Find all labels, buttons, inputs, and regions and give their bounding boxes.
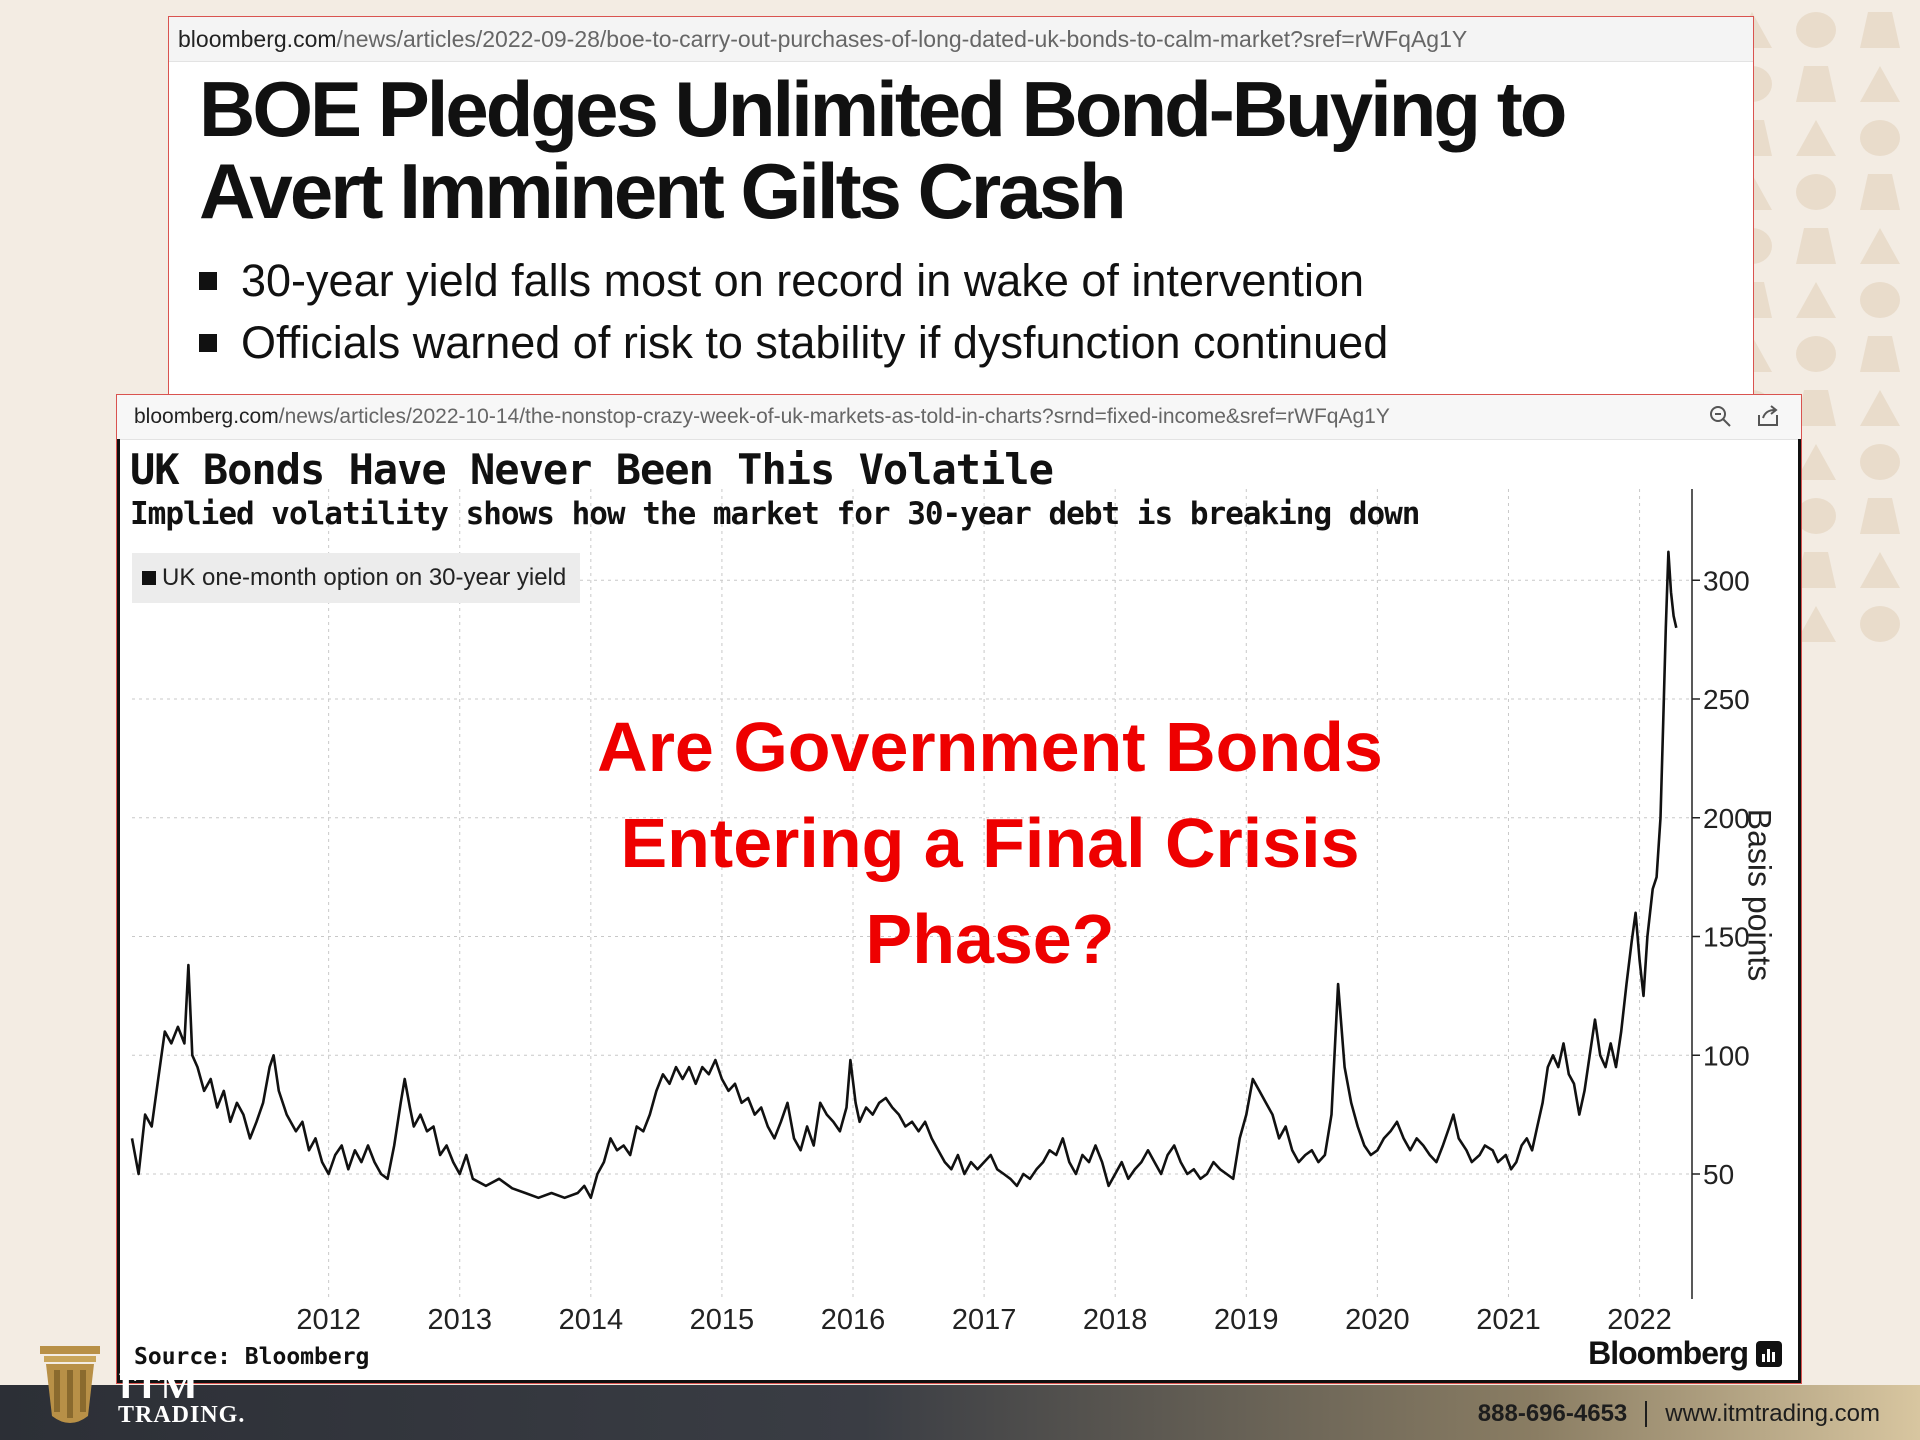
legend-label: UK one-month option on 30-year yield xyxy=(162,564,567,591)
bloomberg-chart-icon xyxy=(1756,1340,1782,1367)
decor-shape xyxy=(1860,390,1900,426)
bullet-square-icon xyxy=(199,272,217,290)
decor-shape xyxy=(1796,390,1836,426)
x-tick-label: 2018 xyxy=(1083,1304,1148,1336)
share-icon[interactable] xyxy=(1755,403,1781,429)
overlay-headline: Are Government Bonds Entering a Final Cr… xyxy=(597,708,1383,978)
x-tick-label: 2017 xyxy=(952,1304,1017,1336)
list-item: 30-year yield falls most on record in wa… xyxy=(199,250,1753,312)
decor-shape xyxy=(1860,66,1900,102)
address-bar[interactable]: bloomberg.com/news/articles/2022-09-28/b… xyxy=(169,17,1753,62)
decor-shape xyxy=(1796,282,1836,318)
address-bar-icons xyxy=(1707,403,1781,429)
x-tick-label: 2019 xyxy=(1214,1304,1279,1336)
y-tick-label: 50 xyxy=(1703,1159,1734,1190)
decor-shape xyxy=(1860,12,1900,48)
series-line xyxy=(130,550,1678,1200)
x-tick-label: 2016 xyxy=(821,1304,886,1336)
zoom-icon[interactable] xyxy=(1707,403,1733,429)
url-path: /news/articles/2022-09-28/boe-to-carry-o… xyxy=(336,25,1468,52)
decor-shape xyxy=(1796,174,1836,210)
x-tick-label: 2022 xyxy=(1607,1304,1672,1336)
list-item: Officials warned of risk to stability if… xyxy=(199,312,1753,374)
divider xyxy=(1645,1401,1648,1427)
x-tick-label: 2015 xyxy=(690,1304,755,1336)
headline-line-2: Avert Imminent Gilts Crash xyxy=(199,147,1127,235)
logo-text-itm: ITM xyxy=(118,1372,198,1398)
chart-subtitle: Implied volatility shows how the market … xyxy=(130,496,1420,532)
logo-text-trading: TRADING. xyxy=(118,1402,246,1428)
decor-shape xyxy=(1796,228,1836,264)
bullet-text: Officials warned of risk to stability if… xyxy=(241,317,1389,368)
legend-swatch xyxy=(142,571,156,585)
phone-number[interactable]: 888-696-4653 xyxy=(1477,1400,1628,1427)
article-headline: BOE Pledges Unlimited Bond-Buying to Ave… xyxy=(199,68,1753,232)
decor-shape xyxy=(1796,498,1836,534)
decor-shape xyxy=(1860,444,1900,480)
chart-plot: 50 100 150 200 250 300 2012 2013 2014 2015 2016 201… xyxy=(130,489,1750,1336)
decor-shape xyxy=(1796,12,1836,48)
chart-legend: UK one-month option on 30-year yield xyxy=(132,553,581,603)
article-screenshot-boe: bloomberg.com/news/articles/2022-09-28/b… xyxy=(168,16,1754,398)
url-domain: bloomberg.com xyxy=(178,25,337,52)
decor-shape xyxy=(1796,66,1836,102)
decor-shape xyxy=(1860,120,1900,156)
chart-panel: 50 100 150 200 250 300 2012 2013 2014 2015 2016 201… xyxy=(117,439,1801,1383)
decor-shape xyxy=(1860,552,1900,588)
decor-shape xyxy=(1796,120,1836,156)
decor-shape xyxy=(1860,336,1900,372)
pillar-logo-icon xyxy=(40,1346,100,1423)
itm-trading-logo: ITM TRADING. xyxy=(38,1346,244,1436)
x-tick-label: 2014 xyxy=(559,1304,624,1336)
decor-shape xyxy=(1860,174,1900,210)
x-tick-label: 2020 xyxy=(1345,1304,1410,1336)
y-tick-label: 300 xyxy=(1703,565,1750,596)
decor-shape xyxy=(1860,228,1900,264)
website-link[interactable]: www.itmtrading.com xyxy=(1665,1400,1880,1427)
chart-title: UK Bonds Have Never Been This Volatile xyxy=(130,445,1054,494)
x-tick-label: 2021 xyxy=(1476,1304,1541,1336)
decor-shape xyxy=(1796,444,1836,480)
article-bullets: 30-year yield falls most on record in wa… xyxy=(199,250,1753,374)
bullet-text: 30-year yield falls most on record in wa… xyxy=(241,255,1365,306)
url-path: /news/articles/2022-10-14/the-nonstop-cr… xyxy=(278,405,1390,428)
decor-shape xyxy=(1860,606,1900,642)
source-note: Source: Bloomberg xyxy=(134,1344,370,1370)
decor-shape xyxy=(1860,498,1900,534)
y-axis-label-text: Basis points xyxy=(1741,808,1778,982)
decor-shape xyxy=(1796,336,1836,372)
decor-shape xyxy=(1860,282,1900,318)
y-tick-label: 200 xyxy=(1703,803,1750,834)
headline-line-1: BOE Pledges Unlimited Bond-Buying to xyxy=(199,65,1567,153)
bloomberg-brand: Bloomberg xyxy=(1588,1335,1782,1372)
address-bar[interactable]: bloomberg.com/news/articles/2022-10-14/t… xyxy=(117,395,1801,440)
footer-bar: 888-696-4653 www.itmtrading.com xyxy=(0,1385,1920,1440)
decor-shape xyxy=(1796,552,1836,588)
x-tick-label: 2013 xyxy=(427,1304,492,1336)
y-tick-label: 150 xyxy=(1703,922,1750,953)
y-tick-label: 100 xyxy=(1703,1040,1750,1071)
bullet-square-icon xyxy=(199,334,217,352)
article-screenshot-chart: bloomberg.com/news/articles/2022-10-14/t… xyxy=(116,394,1802,1384)
url-domain: bloomberg.com xyxy=(134,405,279,428)
brand-name: Bloomberg xyxy=(1588,1335,1749,1371)
decor-shape xyxy=(1796,606,1836,642)
x-tick-label: 2012 xyxy=(296,1304,361,1336)
y-tick-label: 250 xyxy=(1703,684,1750,715)
contact-info: 888-696-4653 www.itmtrading.com xyxy=(1478,1400,1880,1428)
